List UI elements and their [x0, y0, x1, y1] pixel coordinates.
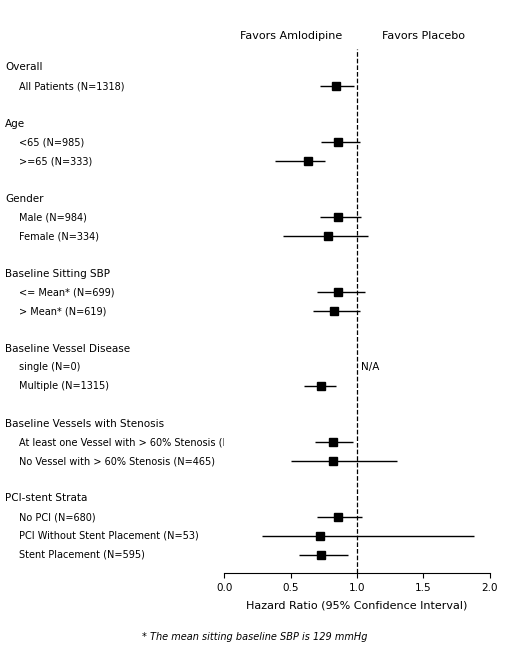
Text: * The mean sitting baseline SBP is 129 mmHg: * The mean sitting baseline SBP is 129 m…: [142, 632, 367, 642]
Text: PCI Without Stent Placement (N=53): PCI Without Stent Placement (N=53): [18, 531, 198, 541]
Text: Baseline Sitting SBP: Baseline Sitting SBP: [5, 268, 110, 279]
Text: single (N=0): single (N=0): [18, 362, 80, 373]
Text: No Vessel with > 60% Stenosis (N=465): No Vessel with > 60% Stenosis (N=465): [18, 456, 214, 466]
Text: <65 (N=985): <65 (N=985): [18, 137, 83, 147]
Text: Age: Age: [5, 119, 25, 128]
X-axis label: Hazard Ratio (95% Confidence Interval): Hazard Ratio (95% Confidence Interval): [246, 600, 467, 610]
Text: Gender: Gender: [5, 194, 43, 203]
Text: Multiple (N=1315): Multiple (N=1315): [18, 381, 108, 391]
Text: Baseline Vessels with Stenosis: Baseline Vessels with Stenosis: [5, 419, 164, 428]
Text: Favors Placebo: Favors Placebo: [381, 30, 464, 41]
Text: At least one Vessel with > 60% Stenosis (N=850): At least one Vessel with > 60% Stenosis …: [18, 437, 259, 447]
Text: All Patients (N=1318): All Patients (N=1318): [18, 81, 124, 91]
Text: Overall: Overall: [5, 62, 43, 73]
Text: > Mean* (N=619): > Mean* (N=619): [18, 306, 106, 316]
Text: PCI-stent Strata: PCI-stent Strata: [5, 494, 88, 503]
Text: No PCI (N=680): No PCI (N=680): [18, 512, 95, 522]
Text: <= Mean* (N=699): <= Mean* (N=699): [18, 287, 114, 297]
Text: Favors Amlodipine: Favors Amlodipine: [239, 30, 341, 41]
Text: Baseline Vessel Disease: Baseline Vessel Disease: [5, 343, 130, 354]
Text: Stent Placement (N=595): Stent Placement (N=595): [18, 550, 144, 560]
Text: >=65 (N=333): >=65 (N=333): [18, 156, 92, 166]
Text: Female (N=334): Female (N=334): [18, 231, 98, 241]
Text: Male (N=984): Male (N=984): [18, 213, 86, 222]
Text: N/A: N/A: [360, 362, 379, 373]
